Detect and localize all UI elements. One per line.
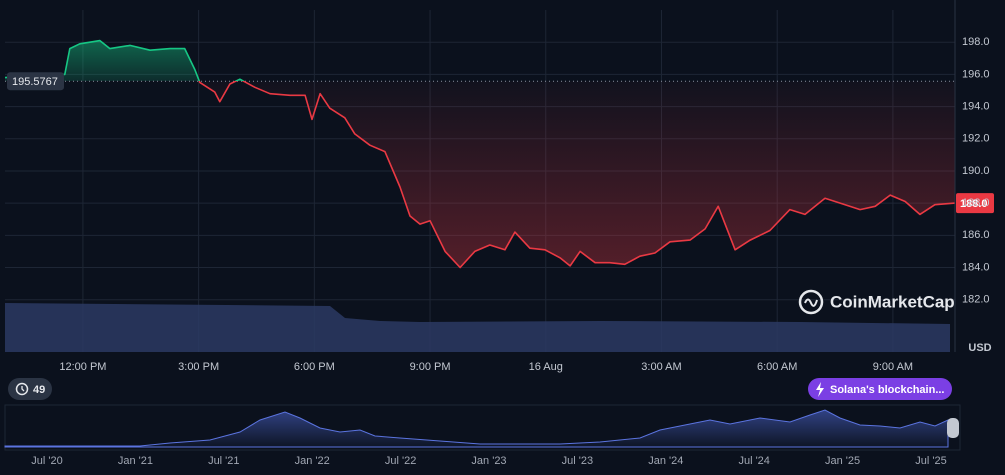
y-tick-label: 184.0 [962,261,990,273]
x-tick-label: 9:00 AM [873,361,913,373]
navigator-label: Jul '24 [738,455,769,467]
y-tick-label: 186.0 [962,229,990,241]
x-tick-label: 3:00 PM [178,361,219,373]
navigator-label: Jan '21 [118,455,153,467]
events-count: 49 [33,384,45,396]
events-badge[interactable]: 49 [8,378,52,400]
navigator-label: Jul '25 [915,455,946,467]
y-tick-label: 182.0 [962,294,990,306]
x-tick-label: 6:00 AM [757,361,797,373]
navigator-label: Jul '23 [562,455,593,467]
y-tick-label: 196.0 [962,68,990,80]
navigator-area [4,409,949,448]
navigator-handle[interactable] [947,418,959,438]
navigator-label: Jul '21 [208,455,239,467]
x-tick-label: 6:00 PM [294,361,335,373]
baseline-label-bg [7,72,64,91]
y-tick-label: 192.0 [962,133,990,145]
volume-area [5,303,950,352]
watermark-text: CoinMarketCap [830,292,955,311]
price-line [4,39,956,269]
x-tick-label: 9:00 PM [410,361,451,373]
y-tick-label: 198.0 [962,36,990,48]
watermark: CoinMarketCap [798,289,955,315]
x-tick-label: 12:00 PM [59,361,106,373]
x-tick-label: 16 Aug [529,361,563,373]
x-tick-label: 3:00 AM [641,361,681,373]
navigator-label: Jan '22 [295,455,330,467]
navigator-label: Jul '20 [31,455,62,467]
navigator-frame [4,404,961,451]
navigator-label: Jul '22 [385,455,416,467]
news-text: Solana's blockchain... [830,384,945,396]
y-tick-label: 190.0 [962,165,990,177]
news-badge[interactable]: Solana's blockchain... [808,378,952,400]
baseline-label: 195.5767 [12,76,58,88]
navigator-label: Jan '23 [471,455,506,467]
y-tick-label: 194.0 [962,100,990,112]
current-price-label: 188.0 [960,198,988,210]
navigator-label: Jan '25 [825,455,860,467]
y-tick-label: 188.0 [962,197,990,209]
unit-label: USD [968,342,991,354]
navigator-label: Jan '24 [648,455,683,467]
price-area [5,40,955,268]
current-price-bg [956,193,994,214]
